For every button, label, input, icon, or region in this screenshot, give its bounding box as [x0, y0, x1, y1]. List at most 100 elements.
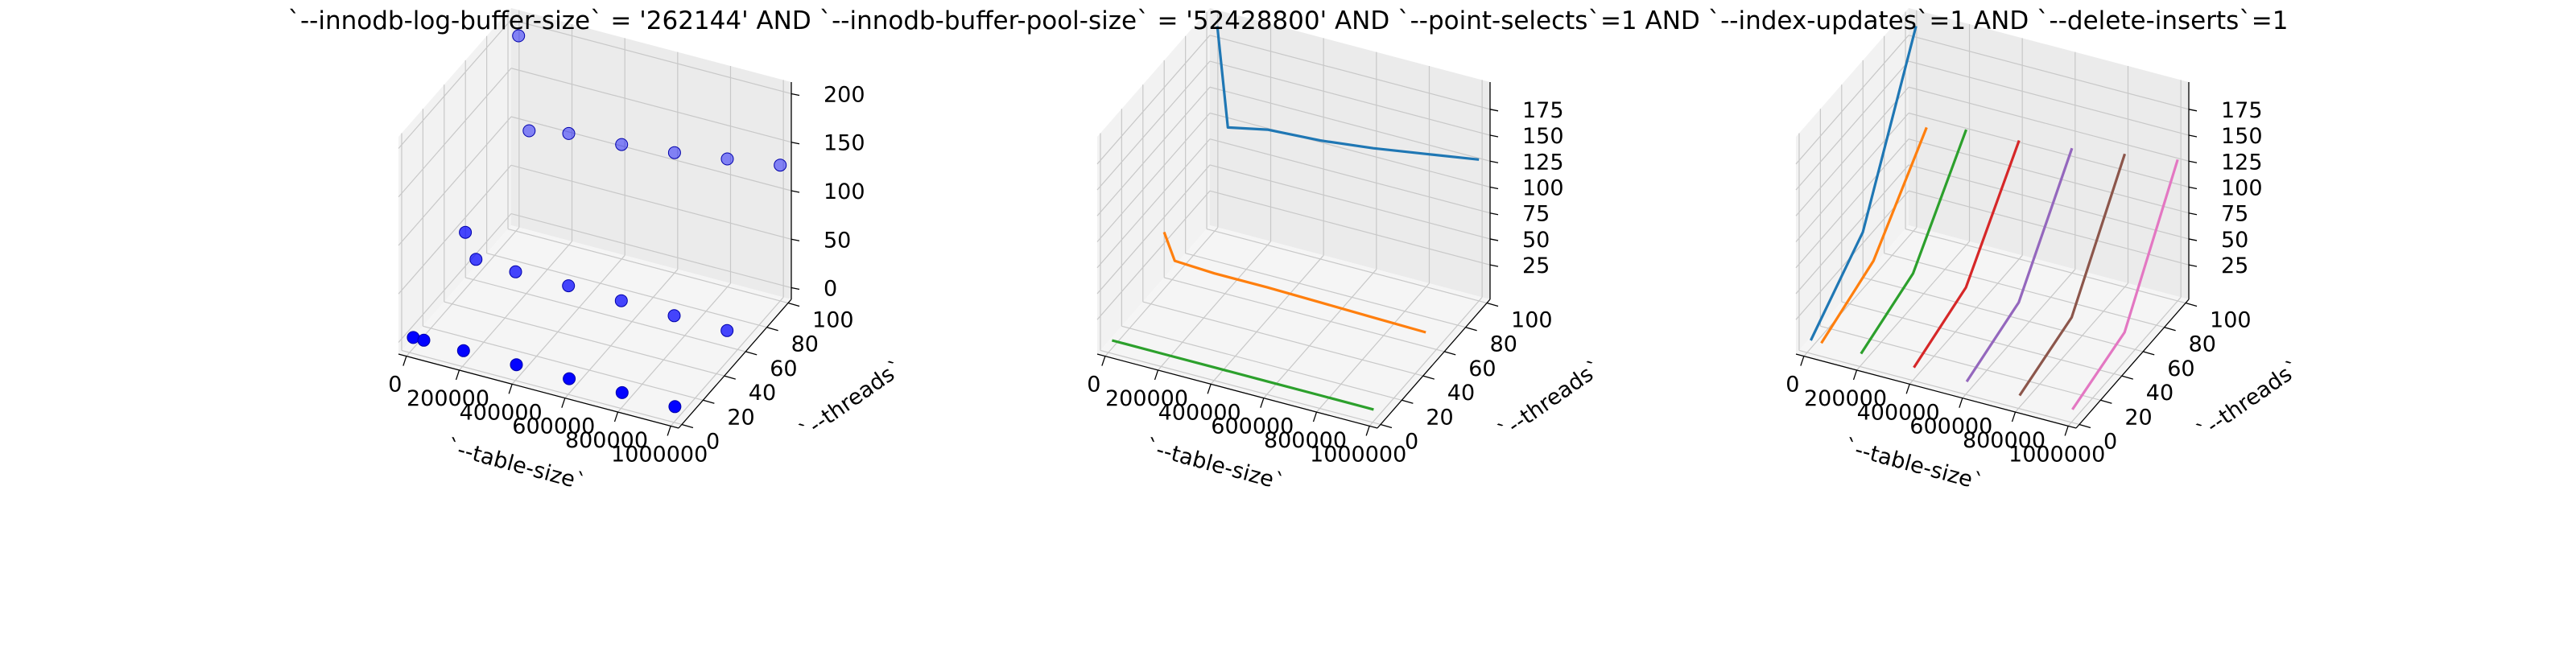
y-tick	[2185, 302, 2198, 307]
z-tick	[791, 93, 800, 97]
y-tick	[1380, 423, 1393, 429]
z-tick-label: 0	[824, 277, 837, 302]
gridline	[1798, 349, 2080, 426]
y-axis-label: `--threads`	[2193, 356, 2306, 445]
x-tick-label: 200000	[407, 386, 489, 411]
x-tick	[1312, 411, 1318, 422]
z-tick-label: 125	[2221, 150, 2263, 175]
x-tick-label: 400000	[460, 400, 543, 425]
series-line-2	[1820, 126, 1928, 344]
x-tick	[2011, 411, 2017, 422]
z-tick-label: 50	[824, 228, 851, 253]
series-line-5	[1965, 147, 2074, 383]
y-tick-label: 40	[749, 381, 776, 406]
data-point	[407, 331, 420, 344]
y-axis-line	[678, 299, 792, 429]
gridline	[1908, 86, 2190, 162]
y-tick	[1465, 327, 1477, 332]
series-line-2	[1162, 231, 1426, 334]
y-axis-label: `--threads`	[795, 356, 908, 445]
gridline	[486, 253, 767, 328]
x-tick-label: 400000	[1857, 400, 1940, 425]
panes	[1796, 8, 2189, 428]
gridline	[510, 164, 792, 240]
x-tick	[1154, 369, 1159, 381]
data-point	[512, 29, 526, 43]
panes	[398, 8, 791, 428]
gridline	[507, 228, 789, 304]
gridline	[1096, 190, 1211, 320]
x-tick-label: 0	[1087, 373, 1100, 398]
gridline	[1795, 60, 1909, 191]
gridline	[398, 213, 512, 343]
y-tick-label: 0	[706, 429, 720, 454]
data-point	[509, 265, 522, 278]
x-tick-label: 400000	[1158, 400, 1241, 425]
z-tick	[1489, 134, 1499, 138]
x-tick	[508, 384, 513, 394]
x-tick	[1852, 369, 1858, 381]
x-tick-label: 200000	[1105, 386, 1188, 411]
data-point	[562, 279, 576, 293]
data-point	[667, 309, 681, 323]
gridline	[1856, 241, 1970, 371]
gridline	[1803, 227, 1918, 356]
y-tick-label: 0	[1405, 429, 1418, 454]
z-tick-label: 150	[824, 131, 865, 156]
gridline	[511, 254, 625, 385]
gridline	[444, 301, 724, 377]
x-tick	[2064, 426, 2069, 436]
series-line-4	[1913, 140, 2021, 369]
z-tick	[2188, 264, 2198, 267]
y-tick-label: 60	[770, 356, 797, 381]
x-axis-line	[398, 353, 679, 429]
y-axis-label: `--threads`	[1494, 356, 1607, 445]
y-tick	[724, 375, 736, 380]
gridline	[510, 68, 792, 143]
z-tick-label: 75	[1522, 202, 1550, 227]
subplot-1: 0200000400000600000800000100000002040608…	[388, 8, 908, 496]
subplot-3: 0200000400000600000800000100000002040608…	[1785, 8, 2306, 496]
y-tick-label: 20	[1426, 405, 1453, 430]
gridline	[2015, 282, 2128, 413]
x-tick-label: 600000	[1211, 414, 1294, 439]
y-tick-label: 20	[727, 405, 754, 430]
y-axis-line	[1377, 299, 1491, 429]
y-tick-label: 80	[2189, 332, 2216, 357]
x-tick-label: 1000000	[1310, 442, 1406, 467]
z-tick-label: 175	[2221, 98, 2263, 123]
gridline	[1104, 227, 1219, 356]
gridline	[1908, 138, 2190, 214]
gridline	[1096, 113, 1211, 242]
x-tick	[1101, 356, 1106, 366]
data-point	[522, 124, 536, 138]
x-tick-label: 600000	[512, 414, 595, 439]
data-point	[459, 225, 473, 239]
z-tick-label: 150	[1522, 124, 1564, 149]
z-tick	[2188, 134, 2198, 138]
gridline	[398, 68, 512, 198]
gridline	[1795, 113, 1909, 242]
data-point	[614, 294, 628, 307]
x-tick-label: 800000	[565, 428, 648, 453]
series-line-3	[1860, 129, 1968, 355]
gridline	[1100, 349, 1381, 426]
y-tick	[1402, 399, 1414, 404]
x-axis-line	[1096, 353, 1378, 429]
floor-pane	[1097, 225, 1490, 428]
y-tick	[2079, 423, 2091, 429]
z-tick-label: 50	[1522, 228, 1550, 253]
x-tick-label: 0	[388, 373, 402, 398]
x-tick-label: 0	[1785, 373, 1799, 398]
gridline	[2067, 297, 2182, 427]
y-tick-label: 100	[1511, 308, 1553, 333]
gridline	[1096, 60, 1211, 191]
y-tick	[2143, 351, 2155, 356]
panes	[1097, 8, 1490, 428]
back-pane	[1210, 8, 1490, 299]
z-tick	[1489, 238, 1499, 241]
x-axis-line	[1795, 353, 2077, 429]
gridlines	[1795, 10, 2190, 427]
